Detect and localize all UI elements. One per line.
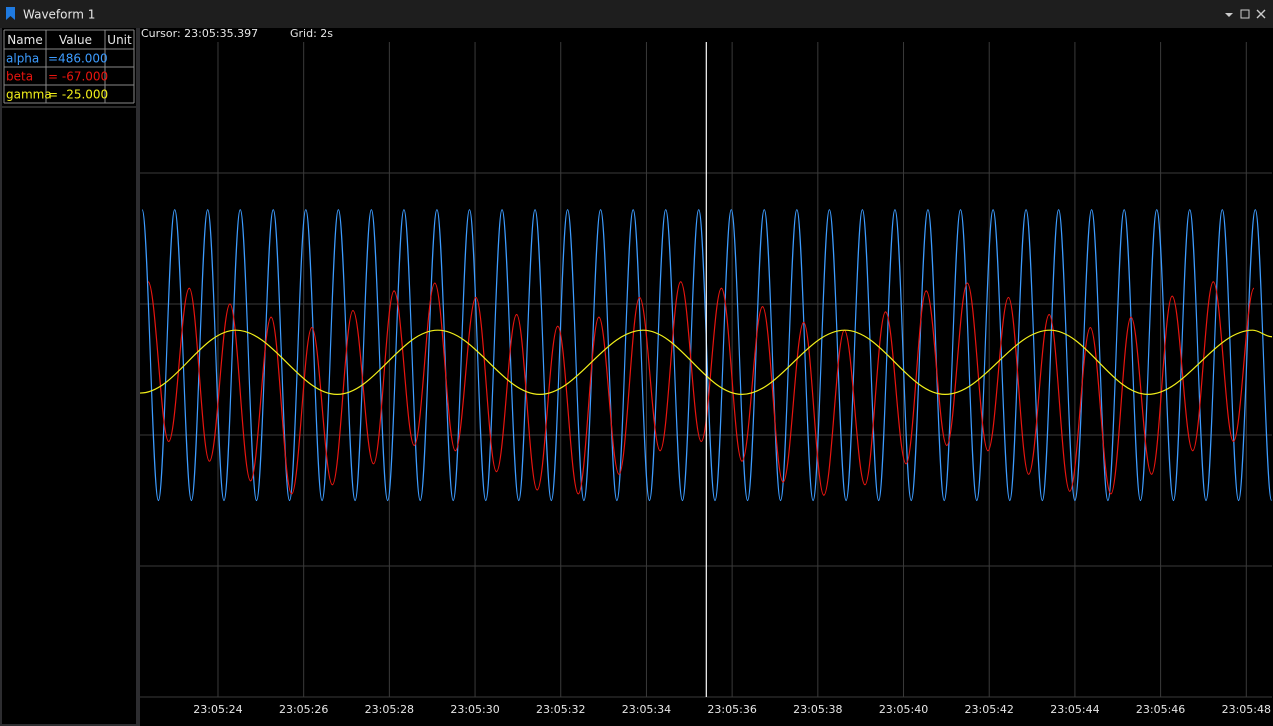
name-cell: alpha	[6, 52, 39, 66]
name-cell: beta	[6, 70, 33, 84]
side-panel	[2, 28, 136, 724]
x-tick-label: 23:05:42	[965, 703, 1014, 716]
value-cell: = -67.000	[48, 70, 108, 84]
x-tick-label: 23:05:34	[622, 703, 671, 716]
column-header: Unit	[107, 33, 132, 47]
name-cell: gamma	[6, 88, 52, 102]
value-cell: =486.000	[48, 52, 108, 66]
x-tick-label: 23:05:28	[365, 703, 414, 716]
column-header: Name	[7, 33, 42, 47]
x-tick-label: 23:05:36	[707, 703, 756, 716]
x-tick-label: 23:05:40	[879, 703, 928, 716]
column-header: Value	[59, 33, 92, 47]
grid-readout: Grid: 2s	[290, 27, 333, 40]
x-tick-label: 23:05:26	[279, 703, 328, 716]
window-title: Waveform 1	[23, 8, 95, 22]
x-tick-label: 23:05:30	[450, 703, 499, 716]
cursor-readout: Cursor: 23:05:35.397	[141, 27, 258, 40]
x-tick-label: 23:05:38	[793, 703, 842, 716]
value-cell: = -25.000	[48, 88, 108, 102]
x-tick-label: 23:05:32	[536, 703, 585, 716]
title-bar	[0, 0, 1273, 28]
x-tick-label: 23:05:46	[1136, 703, 1185, 716]
x-tick-label: 23:05:48	[1222, 703, 1271, 716]
x-tick-label: 23:05:44	[1050, 703, 1099, 716]
x-tick-label: 23:05:24	[193, 703, 242, 716]
